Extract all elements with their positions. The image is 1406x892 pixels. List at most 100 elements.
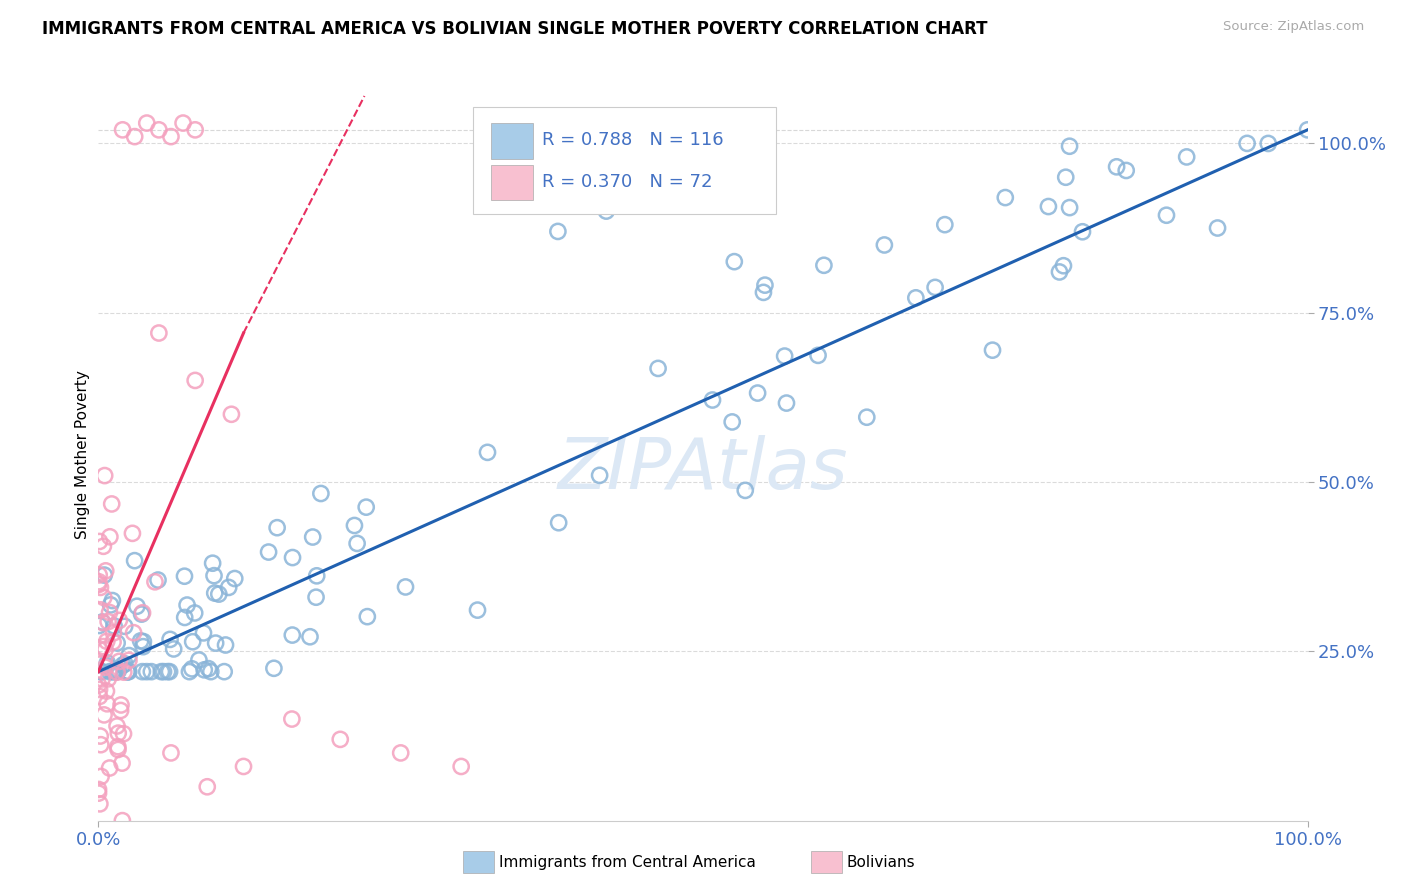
Point bbox=[1071, 225, 1094, 239]
Point bbox=[110, 698, 132, 712]
Point bbox=[107, 742, 129, 756]
Point bbox=[1054, 170, 1077, 185]
Point bbox=[96, 697, 118, 711]
Point bbox=[117, 665, 139, 679]
Point bbox=[218, 581, 240, 595]
Point bbox=[111, 814, 134, 828]
Point bbox=[201, 556, 224, 570]
Point bbox=[93, 468, 115, 483]
Point bbox=[124, 554, 146, 568]
Point bbox=[94, 660, 117, 674]
Point bbox=[187, 653, 209, 667]
Point bbox=[301, 530, 323, 544]
Point bbox=[124, 129, 146, 144]
Point bbox=[94, 642, 117, 657]
Point bbox=[266, 521, 288, 535]
Point bbox=[1257, 136, 1279, 151]
Point bbox=[212, 665, 235, 679]
Point bbox=[224, 572, 246, 586]
Point bbox=[103, 619, 125, 633]
Point bbox=[107, 664, 129, 678]
Point bbox=[329, 732, 352, 747]
Point bbox=[807, 348, 830, 362]
Point bbox=[112, 727, 135, 741]
Point bbox=[934, 218, 956, 232]
Point bbox=[90, 769, 112, 783]
Text: R = 0.788   N = 116: R = 0.788 N = 116 bbox=[543, 131, 724, 149]
Point bbox=[232, 759, 254, 773]
Point bbox=[89, 603, 111, 617]
Point bbox=[91, 615, 114, 630]
Point bbox=[172, 116, 194, 130]
Point bbox=[181, 662, 204, 676]
Point bbox=[91, 672, 114, 686]
Point bbox=[467, 603, 489, 617]
Text: IMMIGRANTS FROM CENTRAL AMERICA VS BOLIVIAN SINGLE MOTHER POVERTY CORRELATION CH: IMMIGRANTS FROM CENTRAL AMERICA VS BOLIV… bbox=[42, 20, 987, 37]
Point bbox=[1296, 123, 1319, 137]
Point bbox=[98, 606, 121, 620]
Point bbox=[129, 633, 152, 648]
Point bbox=[775, 396, 797, 410]
Point bbox=[87, 577, 110, 591]
Point bbox=[305, 569, 328, 583]
Point bbox=[547, 224, 569, 238]
Point bbox=[98, 665, 121, 679]
Point bbox=[93, 707, 115, 722]
Point bbox=[305, 591, 328, 605]
Point bbox=[87, 642, 110, 657]
Point bbox=[281, 712, 304, 726]
Point bbox=[131, 665, 153, 679]
Point bbox=[118, 665, 141, 679]
Point bbox=[547, 516, 569, 530]
Text: R = 0.370   N = 72: R = 0.370 N = 72 bbox=[543, 173, 713, 191]
Point bbox=[125, 599, 148, 614]
Point bbox=[159, 632, 181, 647]
Point bbox=[98, 530, 121, 544]
Point bbox=[143, 574, 166, 589]
Point bbox=[873, 238, 896, 252]
Point bbox=[309, 486, 332, 500]
Point bbox=[176, 598, 198, 612]
Point bbox=[135, 665, 157, 679]
Point bbox=[89, 690, 111, 704]
Point bbox=[105, 636, 128, 650]
Point bbox=[179, 665, 201, 679]
Point bbox=[87, 678, 110, 692]
Point bbox=[160, 129, 183, 144]
Point bbox=[160, 746, 183, 760]
Point bbox=[588, 468, 610, 483]
Point bbox=[1236, 136, 1258, 151]
Point bbox=[101, 593, 124, 607]
Point bbox=[394, 580, 416, 594]
Point bbox=[1115, 163, 1137, 178]
Point bbox=[100, 497, 122, 511]
Point bbox=[103, 665, 125, 679]
Point bbox=[89, 682, 111, 697]
Point bbox=[1175, 150, 1198, 164]
Point bbox=[721, 415, 744, 429]
Point bbox=[150, 665, 173, 679]
Point bbox=[181, 634, 204, 648]
Point bbox=[183, 606, 205, 620]
Point bbox=[148, 326, 170, 340]
Point bbox=[1052, 259, 1074, 273]
Point bbox=[389, 746, 412, 760]
Point bbox=[343, 518, 366, 533]
Point bbox=[281, 628, 304, 642]
Point bbox=[107, 726, 129, 740]
Point bbox=[281, 550, 304, 565]
Point bbox=[111, 123, 134, 137]
Text: ZIPAtlas: ZIPAtlas bbox=[558, 435, 848, 504]
Point bbox=[111, 756, 134, 771]
Text: Bolivians: Bolivians bbox=[846, 855, 915, 870]
Point bbox=[184, 373, 207, 387]
Point bbox=[107, 739, 129, 754]
Point bbox=[108, 613, 131, 627]
Point bbox=[204, 636, 226, 650]
Point bbox=[773, 349, 796, 363]
Point bbox=[202, 568, 225, 582]
Point bbox=[1038, 200, 1060, 214]
Point bbox=[112, 665, 135, 680]
Point bbox=[159, 665, 181, 679]
Point bbox=[200, 665, 222, 679]
